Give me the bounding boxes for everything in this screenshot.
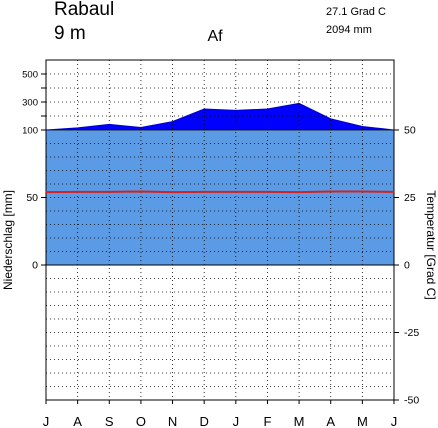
temperature-point xyxy=(108,191,111,193)
left-tick-label: 50 xyxy=(26,192,38,204)
left-tick-label: 0 xyxy=(32,260,38,272)
annual-precipitation: 2094 mm xyxy=(326,24,372,36)
temperature-point xyxy=(203,191,205,193)
temperature-point xyxy=(45,191,47,193)
left-axis: 0 50 100 300 500 Niederschlag [mm] xyxy=(1,70,46,290)
right-tick-label: -50 xyxy=(404,395,419,407)
temperature-point xyxy=(266,191,269,193)
right-tick-label: 25 xyxy=(404,192,416,204)
x-tick-label: A xyxy=(326,414,335,428)
plot-frame xyxy=(45,59,395,401)
precipitation-line xyxy=(45,102,395,131)
y2-axis-label: Temperatur [Grad C] xyxy=(424,190,438,299)
left-tick-label: 100 xyxy=(22,126,38,137)
left-tick-label: 300 xyxy=(22,98,38,109)
x-tick-label: O xyxy=(136,414,146,428)
grid xyxy=(46,60,394,400)
x-tick-label: M xyxy=(357,414,368,428)
temperature-point xyxy=(171,191,174,193)
temperature-point xyxy=(140,190,142,193)
y-axis-label: Niederschlag [mm] xyxy=(1,190,15,290)
temperature-point xyxy=(393,191,395,193)
right-tick-label: 50 xyxy=(404,125,416,137)
temperature-point xyxy=(76,191,79,193)
x-tick-label: D xyxy=(199,414,208,428)
right-tick-label: 0 xyxy=(404,260,410,272)
humid-area xyxy=(46,130,394,265)
precipitation-excess-area xyxy=(46,103,394,130)
x-tick-label: F xyxy=(263,414,271,428)
temperature-point xyxy=(361,190,364,193)
x-tick-label: J xyxy=(43,414,50,428)
mean-temperature: 27.1 Grad C xyxy=(326,6,386,18)
x-tick-label: N xyxy=(168,414,177,428)
temperature-point xyxy=(329,190,332,193)
x-tick-label: J xyxy=(233,414,240,428)
x-tick-label: S xyxy=(105,414,114,428)
x-tick-label: M xyxy=(294,414,305,428)
right-tick-label: -25 xyxy=(404,327,419,339)
temperature-line xyxy=(45,190,395,194)
left-tick-label: 500 xyxy=(22,70,38,81)
station-elevation: 9 m xyxy=(54,23,86,44)
x-tick-label: A xyxy=(73,414,82,428)
temperature-point xyxy=(235,191,237,193)
climate-class: Af xyxy=(207,28,223,45)
x-tick-label: J xyxy=(391,414,398,428)
temperature-point xyxy=(298,191,300,193)
station-name: Rabaul xyxy=(54,0,114,20)
right-axis: -50 -25 0 25 50 Temperatur [Grad C] xyxy=(394,125,438,407)
